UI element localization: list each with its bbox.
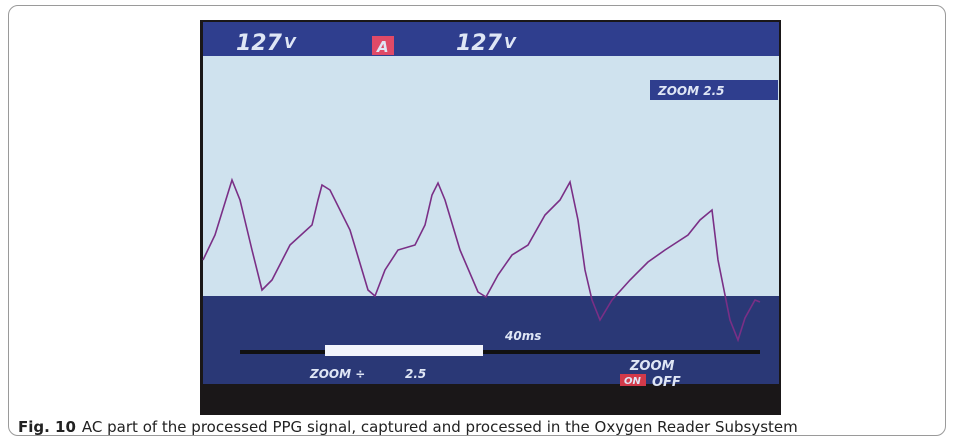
unit: V [504, 34, 517, 52]
scroll-thumb [325, 345, 483, 356]
zoom-value: 2.5 [405, 367, 426, 381]
channel: A [376, 38, 389, 56]
timebase: 40ms [504, 329, 541, 343]
caption-label: Fig. 10 [18, 418, 76, 436]
reading: 127 [236, 31, 283, 56]
zoom-off: OFF [652, 375, 681, 390]
oscilloscope-photo: 127 V A 127 V ZOOM 2.5 40ms ZOOM ÷ 2.5 Z… [0, 0, 955, 420]
unit: V [284, 34, 297, 52]
zoom-on: ON [624, 376, 642, 387]
caption-text: AC part of the processed PPG signal, cap… [82, 418, 798, 436]
reading: 127 [456, 31, 503, 56]
caption: Fig. 10 AC part of the processed PPG sign… [18, 418, 798, 436]
zoom-label: ZOOM [629, 359, 675, 374]
scroll-track [240, 350, 760, 354]
zoom-control: ZOOM ÷ [309, 367, 365, 381]
zoom-indicator: ZOOM 2.5 [657, 84, 724, 98]
bottom-bar [203, 296, 779, 384]
